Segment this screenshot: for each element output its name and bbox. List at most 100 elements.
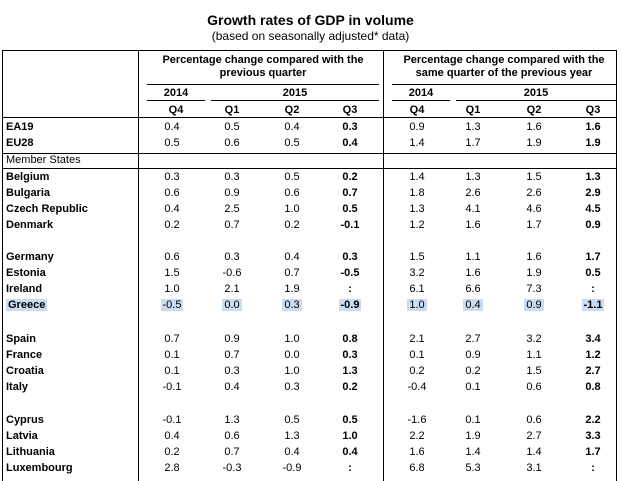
table-cell: : (348, 283, 352, 295)
row-label: Denmark (6, 219, 54, 231)
table-cell: 2.7 (526, 430, 542, 442)
table-cell: 1.7 (585, 446, 601, 458)
table-cell: -0.1 (162, 414, 182, 426)
table-cell: 1.5 (526, 171, 542, 183)
table-cell: 0.6 (526, 381, 542, 393)
table-cell: 1.3 (224, 414, 240, 426)
table-cell: 1.9 (465, 430, 481, 442)
section-header: Member States (3, 153, 616, 169)
table-cell: 0.4 (342, 137, 358, 149)
year-label: 2015 (523, 87, 549, 99)
table-cell: 0.3 (342, 251, 358, 263)
table-cell: 1.2 (409, 219, 425, 231)
table-subtitle: (based on seasonally adjusted* data) (211, 29, 410, 43)
table-cell: 0.1 (465, 414, 481, 426)
header-rule (147, 84, 379, 85)
table-cell: 6.1 (409, 283, 425, 295)
table-cell: 1.3 (284, 430, 300, 442)
row-label: Bulgaria (6, 187, 51, 199)
table-cell: 0.5 (164, 137, 180, 149)
header-rule (147, 100, 205, 101)
highlight-mark: -0.5 (160, 299, 184, 311)
table-cell: 0.1 (164, 365, 180, 377)
table-cell: 2.2 (409, 430, 425, 442)
row-label: Spain (6, 333, 36, 345)
table-cell: -1.6 (407, 414, 427, 426)
table-cell: 0.3 (342, 349, 358, 361)
table-cell: 2.7 (465, 333, 481, 345)
table-cell: 0.5 (342, 414, 358, 426)
table-cell: 1.8 (409, 187, 425, 199)
table-cell: 0.3 (263, 299, 321, 311)
table-row: Spain 0.7 0.9 1.0 0.8 2.1 2.7 3.2 3.4 (3, 332, 616, 348)
table-cell: 0.1 (409, 349, 425, 361)
header-rule (392, 100, 450, 101)
table-cell: 1.9 (284, 283, 300, 295)
table-cell: 0.6 (224, 430, 240, 442)
table-row: Czech Republic 0.4 2.5 1.0 0.5 1.3 4.1 4… (3, 202, 616, 218)
table-cell: 1.6 (526, 121, 542, 133)
table-cell: 0.3 (284, 381, 300, 393)
table-cell: 2.2 (585, 414, 601, 426)
table-cell: -0.9 (321, 299, 379, 311)
table-cell: 1.1 (526, 349, 542, 361)
table-cell: 1.0 (342, 430, 358, 442)
table-cell: -1.1 (564, 299, 616, 311)
row-label: Croatia (6, 365, 44, 377)
table-cell: 2.6 (526, 187, 542, 199)
table-cell: 1.4 (465, 446, 481, 458)
table-row: Lithuania 0.2 0.7 0.4 0.4 1.6 1.4 1.4 1.… (3, 445, 616, 461)
table-cell: : (348, 462, 352, 474)
table-cell: 2.1 (409, 333, 425, 345)
table-cell: 2.5 (224, 203, 240, 215)
table-cell: 0.2 (465, 365, 481, 377)
table-cell: 0.5 (284, 137, 300, 149)
table-cell: 2.7 (585, 365, 601, 377)
table-cell: 0.6 (164, 187, 180, 199)
table-cell: 1.6 (465, 267, 481, 279)
table-cell: 1.5 (164, 267, 180, 279)
table-cell: 0.3 (342, 121, 358, 133)
table-cell: 0.0 (203, 299, 261, 311)
table-cell: 3.2 (526, 333, 542, 345)
highlight-mark: 0.3 (282, 299, 302, 311)
highlight-mark: -0.9 (338, 299, 362, 311)
quarter-label: Q3 (585, 104, 601, 116)
header-rule (211, 100, 379, 101)
highlight-mark: Greece (6, 299, 48, 311)
table-cell: 0.6 (224, 137, 240, 149)
table-cell: 1.0 (388, 299, 446, 311)
table-row-highlighted: Greece -0.5 0.0 0.3 -0.9 1.0 0.4 0.9 -1.… (3, 298, 616, 314)
table-cell: 1.3 (342, 365, 358, 377)
table-cell: 2.1 (224, 283, 240, 295)
table-cell: -0.3 (222, 462, 242, 474)
table-cell: 1.6 (409, 446, 425, 458)
row-label: EA19 (6, 121, 34, 133)
table-cell: 0.5 (224, 121, 240, 133)
table-cell: 7.3 (526, 283, 542, 295)
table-cell: 1.4 (409, 171, 425, 183)
table-cell: 4.5 (585, 203, 601, 215)
table-cell: 2.8 (164, 462, 180, 474)
section-label: Member States (6, 154, 81, 166)
quarter-label: Q2 (284, 104, 300, 116)
table-row: EU28 0.5 0.6 0.5 0.4 1.4 1.7 1.9 1.9 (3, 136, 616, 152)
table-row: Belgium 0.3 0.3 0.5 0.2 1.4 1.3 1.5 1.3 (3, 170, 616, 186)
row-label: Italy (6, 381, 29, 393)
quarter-label: Q1 (465, 104, 481, 116)
table-cell: 0.3 (224, 171, 240, 183)
row-label: France (6, 349, 43, 361)
table-cell: 2.9 (585, 187, 601, 199)
column-divider (138, 51, 139, 481)
table-cell: 0.9 (465, 349, 481, 361)
table-cell: -0.1 (340, 219, 360, 231)
table-cell: 3.3 (585, 430, 601, 442)
section-rule (3, 153, 616, 154)
table-row: Luxembourg 2.8 -0.3 -0.9 : 6.8 5.3 3.1 : (3, 461, 616, 477)
year-label: 2014 (163, 87, 189, 99)
table-cell: -0.5 (340, 267, 360, 279)
row-label: Estonia (6, 267, 46, 279)
header-group-yoy: Percentage change compared with the same… (403, 54, 605, 79)
table-cell: 0.5 (284, 414, 300, 426)
table-row: Cyprus -0.1 1.3 0.5 0.5 -1.6 0.1 0.6 2.2 (3, 413, 616, 429)
